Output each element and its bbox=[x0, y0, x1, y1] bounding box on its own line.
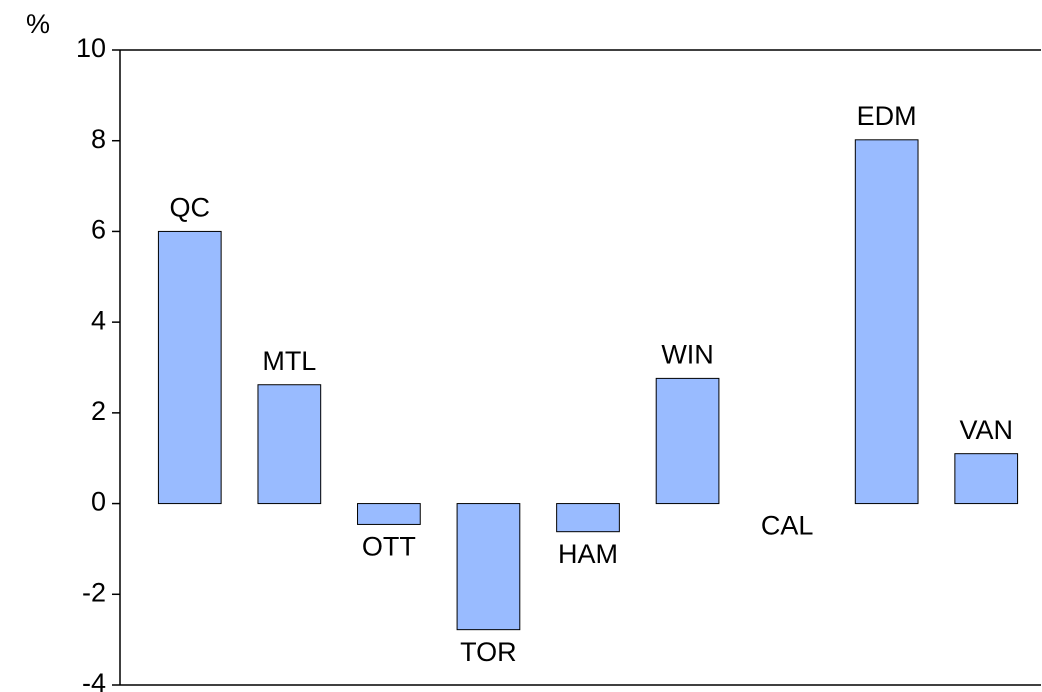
bar-label: OTT bbox=[362, 532, 416, 562]
bar-label: VAN bbox=[959, 415, 1013, 445]
bar-label: WIN bbox=[661, 340, 713, 370]
bar bbox=[456, 503, 521, 631]
y-tick-label: 6 bbox=[91, 215, 106, 245]
y-tick-label: 0 bbox=[91, 487, 106, 517]
bar-label: HAM bbox=[558, 539, 618, 569]
bar bbox=[257, 384, 322, 505]
bar bbox=[954, 453, 1019, 505]
bar-label: MTL bbox=[262, 346, 316, 376]
y-tick-label: 2 bbox=[91, 396, 106, 426]
bar-label: EDM bbox=[857, 101, 917, 131]
y-tick-label: 4 bbox=[91, 305, 106, 335]
y-tick-label: -4 bbox=[82, 668, 106, 692]
bar-label: QC bbox=[170, 193, 211, 223]
y-tick-label: 10 bbox=[76, 33, 106, 63]
bar bbox=[157, 230, 222, 505]
y-axis-label: % bbox=[26, 9, 50, 39]
y-tick-label: -2 bbox=[82, 577, 106, 607]
y-tick-label: 8 bbox=[91, 124, 106, 154]
bar bbox=[854, 139, 919, 505]
bar-label: TOR bbox=[460, 637, 517, 667]
bar bbox=[556, 503, 620, 533]
bar bbox=[357, 503, 421, 525]
bar bbox=[655, 377, 720, 505]
bar-label: CAL bbox=[761, 511, 814, 541]
